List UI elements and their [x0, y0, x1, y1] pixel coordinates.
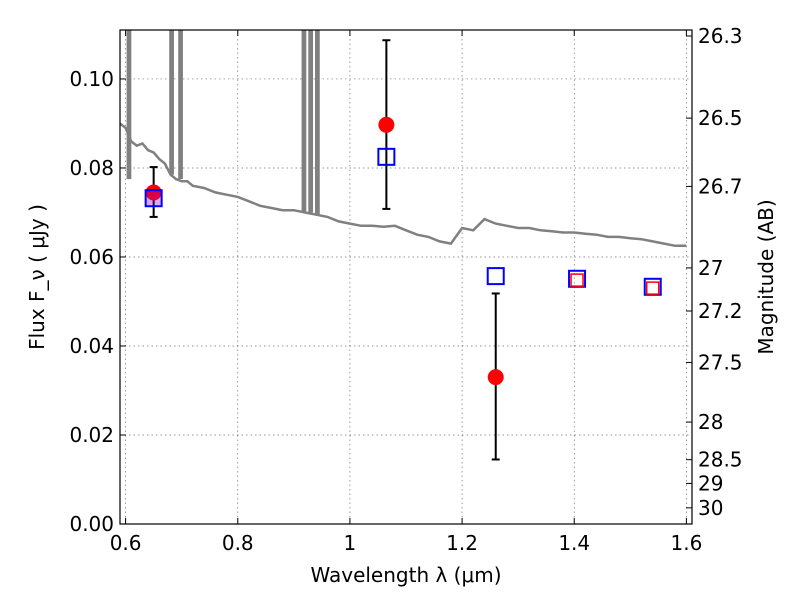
mag-tick-label: 27 [698, 256, 723, 280]
mag-tick-label: 26.7 [698, 174, 743, 198]
x-tick-label: 0.8 [222, 531, 254, 555]
x-tick-label: 1.2 [446, 531, 478, 555]
y-tick-label: 0.00 [69, 512, 114, 536]
mag-tick-label: 27.2 [698, 299, 743, 323]
model-square-red [645, 281, 660, 295]
grid [120, 30, 692, 525]
y-tick-label: 0.02 [69, 423, 114, 447]
model-square-red [570, 273, 584, 287]
model-square-blue [377, 147, 396, 166]
x-tick-label: 1.4 [558, 531, 590, 555]
observed-point [487, 369, 504, 386]
mag-tick-label: 28.5 [698, 448, 743, 472]
axis-ticks: 0.6 0.8 1 1.2 1.4 1.6 0.00 0.02 0.04 0.06 0.08 0.10… [69, 24, 742, 555]
observed-point [145, 184, 162, 201]
mag-tick-label: 29 [698, 471, 723, 495]
y-tick-label: 0.04 [69, 334, 114, 358]
model-square-blue [486, 267, 505, 286]
mag-tick-label: 30 [698, 496, 723, 520]
y-tick-label: 0.06 [69, 245, 114, 269]
y-tick-label: 0.08 [69, 156, 114, 180]
plot-data [120, 30, 687, 461]
model-square-blue [144, 189, 163, 208]
observed-point [378, 116, 395, 133]
mag-tick-label: 26.5 [698, 106, 743, 130]
mag-tick-label: 28 [698, 410, 723, 434]
y-tick-label: 0.10 [69, 67, 114, 91]
x-tick-label: 1.6 [670, 531, 702, 555]
spectrum-line [120, 122, 687, 248]
x-axis-label: Wavelength λ (μm) [310, 563, 501, 587]
y-axis-label: Flux F_ν ( μJy ) [25, 204, 49, 350]
x-tick-label: 0.6 [110, 531, 142, 555]
mag-tick-label: 27.5 [698, 350, 743, 374]
x-tick-label: 1 [344, 531, 357, 555]
mag-tick-label: 26.3 [698, 24, 743, 48]
plot-frame [119, 29, 693, 525]
y2-axis-label: Magnitude (AB) [754, 199, 778, 354]
